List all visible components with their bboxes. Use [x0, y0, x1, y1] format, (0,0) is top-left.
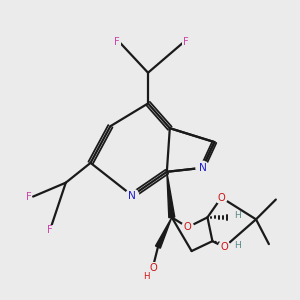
- Text: O: O: [220, 242, 228, 252]
- Circle shape: [218, 241, 230, 253]
- Text: O: O: [150, 263, 157, 273]
- Circle shape: [182, 221, 194, 233]
- Text: F: F: [114, 37, 120, 46]
- Text: F: F: [46, 225, 52, 235]
- Circle shape: [146, 265, 158, 277]
- Text: F: F: [26, 192, 32, 202]
- Text: H: H: [234, 212, 241, 220]
- Text: H: H: [143, 272, 150, 281]
- Text: O: O: [218, 193, 225, 202]
- Text: F: F: [183, 37, 188, 46]
- Circle shape: [126, 189, 139, 202]
- Text: N: N: [199, 163, 206, 173]
- Text: H: H: [234, 241, 241, 250]
- Polygon shape: [167, 172, 175, 218]
- Circle shape: [196, 161, 209, 174]
- Text: O: O: [184, 222, 191, 232]
- Circle shape: [215, 192, 227, 203]
- Polygon shape: [155, 218, 172, 248]
- Text: N: N: [128, 190, 136, 201]
